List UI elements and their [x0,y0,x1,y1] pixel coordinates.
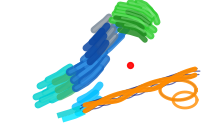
Point [128,64,132,66]
